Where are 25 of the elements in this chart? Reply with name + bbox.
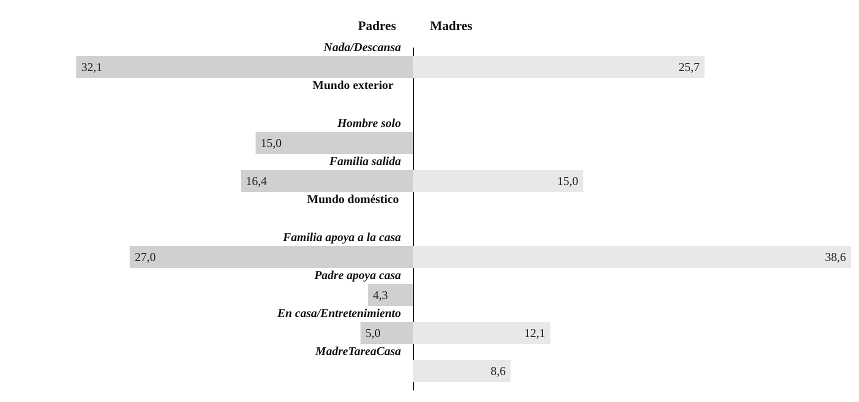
data-label: 16,4 <box>246 174 267 188</box>
y-tick-label: Mundo doméstico <box>307 192 399 206</box>
data-label: 25,7 <box>678 60 700 74</box>
data-label: 8,6 <box>490 364 506 378</box>
y-tick-label: Nada/Descansa <box>322 40 401 54</box>
data-label: 27,0 <box>134 250 156 264</box>
data-label: 12,1 <box>524 326 546 340</box>
chart-title: Padres <box>358 18 396 33</box>
data-label: 38,6 <box>825 250 846 264</box>
y-tick-label: Familia apoya a la casa <box>282 230 401 244</box>
bar <box>256 132 413 154</box>
bar <box>368 284 413 306</box>
chart-title: Madres <box>430 18 472 33</box>
y-tick-label: Mundo exterior <box>312 78 394 92</box>
data-label: 15,0 <box>260 136 282 150</box>
y-tick-label: Hombre solo <box>336 116 401 130</box>
data-label: 32,1 <box>81 60 102 74</box>
data-label: 4,3 <box>372 288 388 302</box>
y-tick-label: Padre apoya casa <box>314 268 401 282</box>
y-tick-label: MadreTareaCasa <box>314 344 401 358</box>
bar <box>413 360 511 382</box>
y-tick-label: Familia salida <box>328 154 401 168</box>
data-label: 5,0 <box>366 326 381 340</box>
y-tick-label: En casa/Entretenimiento <box>276 306 401 320</box>
data-label: 15,0 <box>557 174 578 188</box>
